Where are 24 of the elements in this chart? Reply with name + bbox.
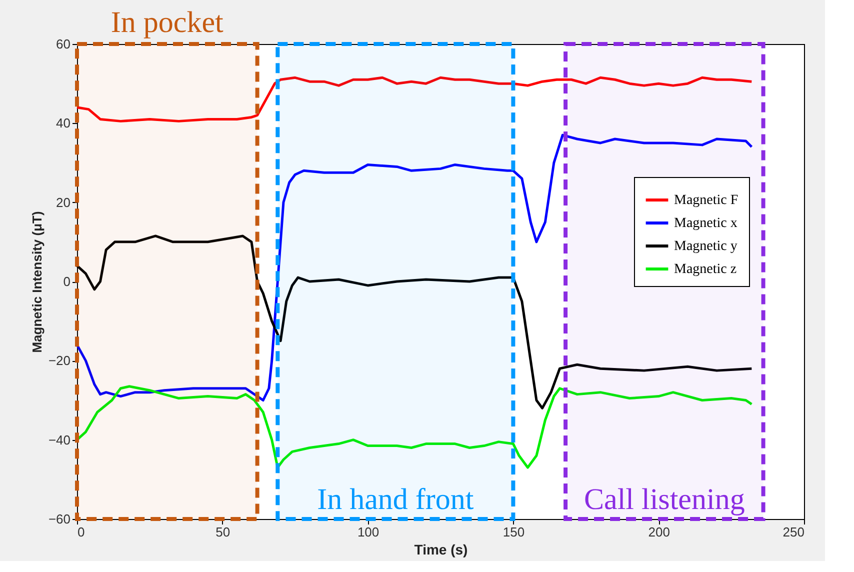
- legend-label: Magnetic z: [674, 262, 737, 277]
- x-axis-title: Time (s): [414, 542, 468, 558]
- x-tick-label: 0: [78, 524, 85, 540]
- y-tick-label: 60: [56, 36, 70, 52]
- band-label: In hand front: [317, 483, 474, 516]
- y-tick-label: 0: [63, 274, 70, 289]
- x-tick-label: 50: [216, 524, 230, 540]
- y-tick-label: −20: [48, 353, 70, 368]
- y-tick-label: 20: [56, 194, 70, 210]
- band-label: In pocket: [110, 6, 224, 39]
- x-tick-label: 250: [782, 524, 804, 540]
- x-tick-label: 200: [648, 524, 670, 540]
- y-tick-label: −60: [48, 512, 70, 526]
- y-tick-label: 40: [56, 116, 70, 131]
- x-tick-label: 150: [502, 524, 525, 540]
- legend-label: Magnetic x: [674, 216, 738, 231]
- line-series: [76, 76, 753, 122]
- x-tick-label: 100: [357, 524, 380, 540]
- band-label: Call listening: [584, 483, 745, 516]
- y-tick-label: −40: [48, 432, 70, 448]
- line-series: [76, 134, 753, 402]
- legend-label: Magnetic y: [674, 239, 738, 254]
- y-axis-title: Magnetic Intensity (μT): [29, 211, 44, 353]
- legend-label: Magnetic F: [674, 193, 738, 208]
